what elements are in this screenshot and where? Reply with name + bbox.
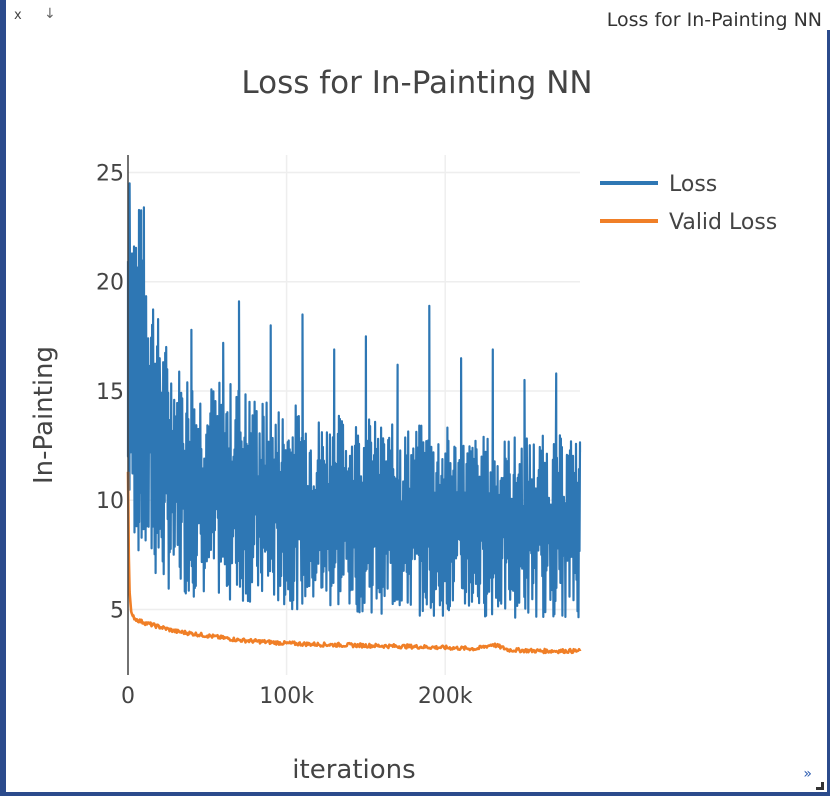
x-tick-label: 100k bbox=[259, 684, 314, 709]
x-tick-label: 0 bbox=[121, 684, 135, 709]
x-axis-title: iterations bbox=[292, 755, 415, 785]
loss-band bbox=[126, 182, 582, 619]
y-axis-title: In-Painting bbox=[29, 346, 59, 484]
y-tick-label: 20 bbox=[96, 271, 124, 296]
series-line-loss bbox=[126, 182, 582, 619]
legend-label: Valid Loss bbox=[669, 210, 777, 235]
series-lines bbox=[126, 471, 582, 655]
window-frame-bottom bbox=[0, 792, 830, 796]
resize-handle[interactable] bbox=[816, 782, 824, 790]
legend-label: Loss bbox=[669, 172, 717, 197]
tick-labels: 5 10 15 20 25 0 100k 200k bbox=[96, 161, 473, 709]
expand-button[interactable]: » bbox=[803, 766, 812, 782]
chart-title: Loss for In-Painting NN bbox=[241, 65, 592, 101]
close-button[interactable]: x bbox=[14, 8, 22, 23]
legend: Loss Valid Loss bbox=[600, 172, 777, 235]
pin-icon[interactable]: ↓ bbox=[44, 6, 56, 22]
window-frame-right bbox=[827, 30, 830, 796]
x-tick-label: 200k bbox=[418, 684, 473, 709]
series-line-valid-loss bbox=[126, 471, 582, 655]
window-title: Loss for In-Painting NN bbox=[606, 9, 822, 31]
y-tick-label: 10 bbox=[96, 489, 124, 514]
y-tick-label: 5 bbox=[110, 598, 124, 623]
grid-lines bbox=[128, 155, 580, 675]
y-tick-label: 15 bbox=[96, 380, 124, 405]
window-frame-left bbox=[0, 0, 6, 796]
y-tick-label: 25 bbox=[96, 161, 124, 186]
